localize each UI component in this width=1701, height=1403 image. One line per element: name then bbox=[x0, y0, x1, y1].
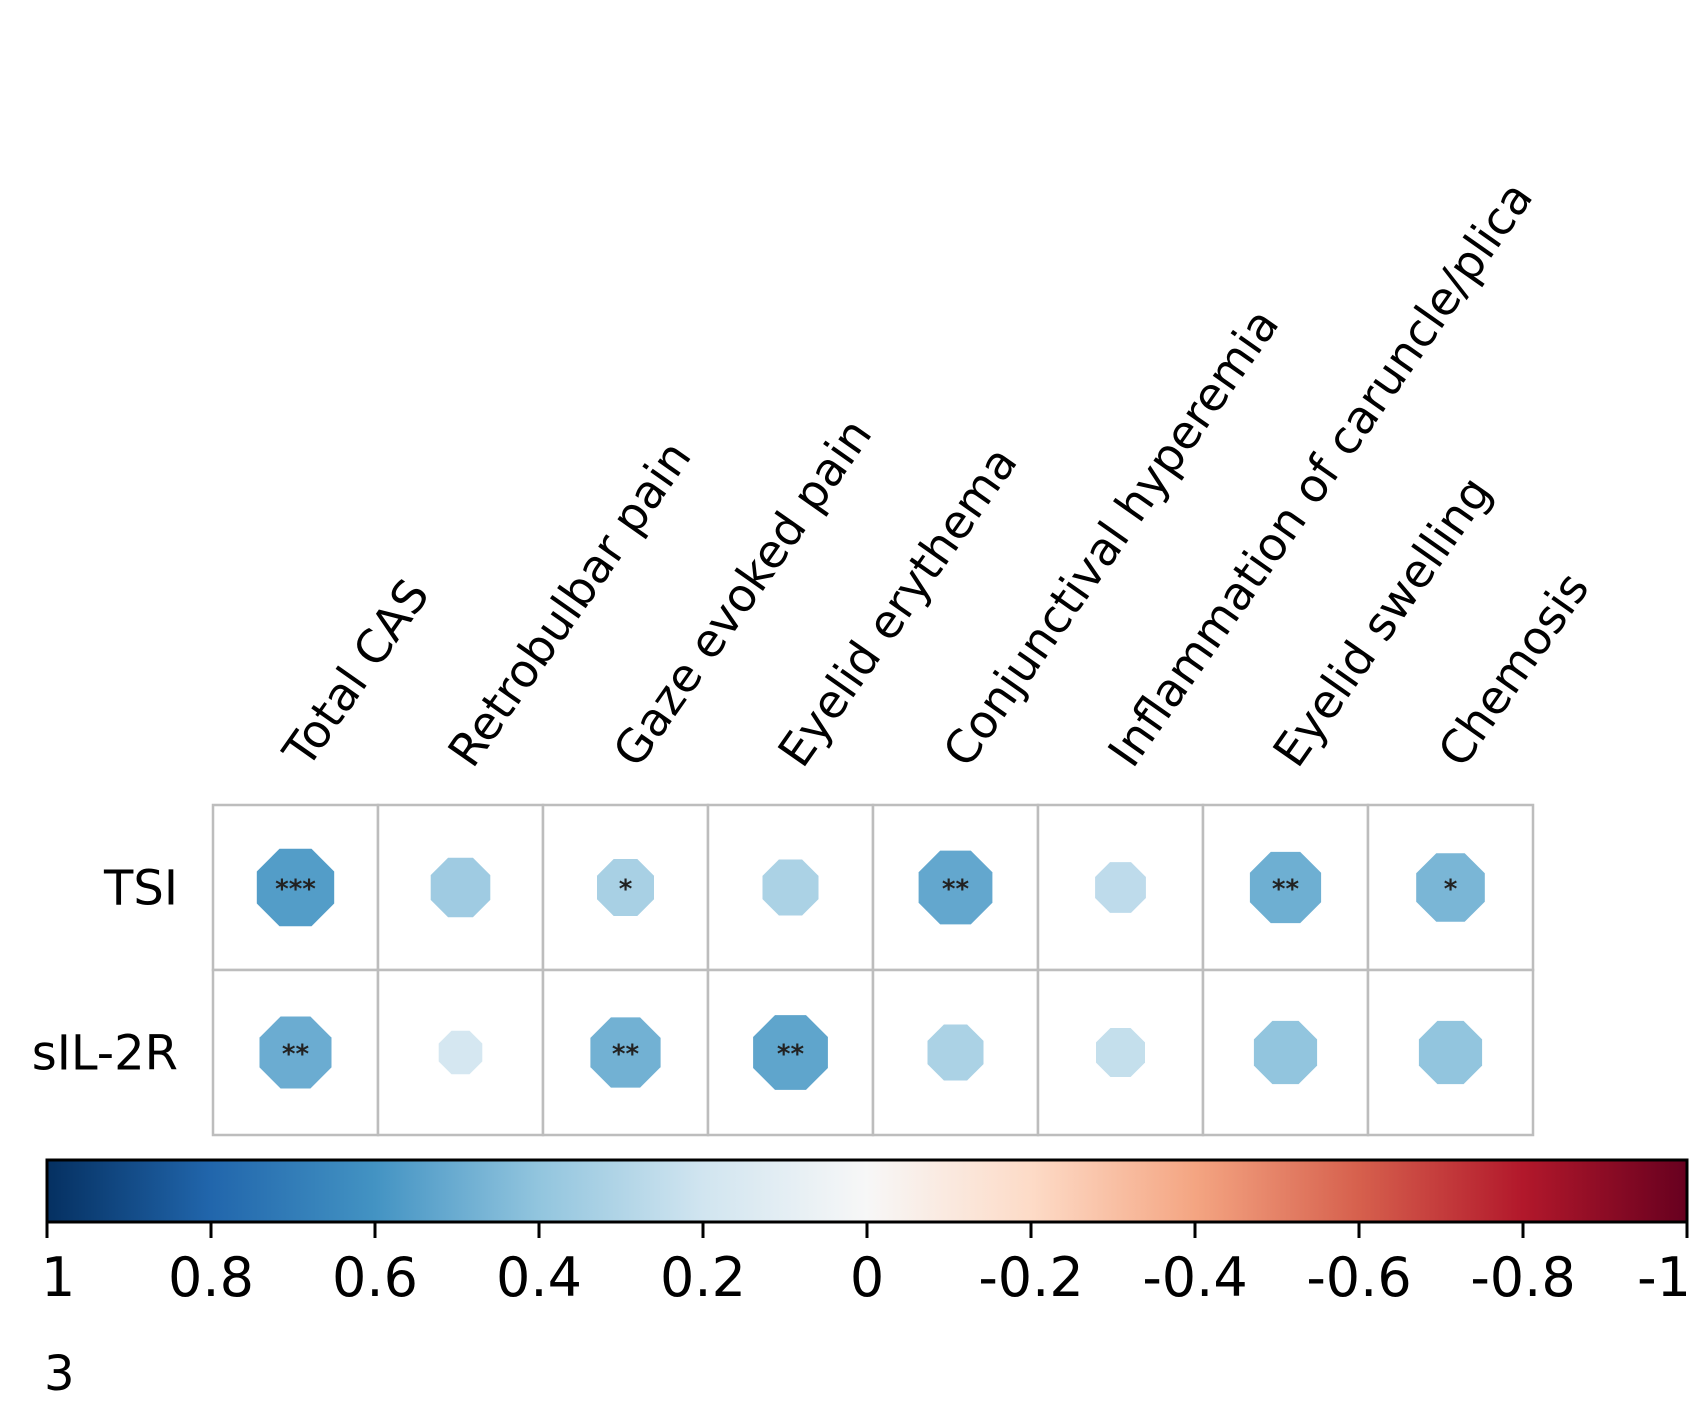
colorbar-tick-label: 0 bbox=[850, 1246, 884, 1309]
correlation-marker bbox=[590, 1017, 661, 1088]
correlation-marker bbox=[259, 1016, 332, 1089]
row-label: sIL-2R bbox=[32, 1026, 178, 1082]
correlation-marker bbox=[1249, 851, 1322, 924]
colorbar-tick-label: 1 bbox=[41, 1246, 75, 1309]
panel-label: 3 bbox=[44, 1346, 75, 1402]
significance-stars: ** bbox=[777, 1040, 805, 1070]
significance-stars: *** bbox=[275, 875, 316, 905]
correlation-marker bbox=[1096, 1028, 1145, 1077]
correlation-marker bbox=[918, 850, 993, 925]
correlation-marker bbox=[597, 859, 654, 916]
colorbar-tick-label: -0.4 bbox=[1142, 1246, 1247, 1309]
row-label: TSI bbox=[103, 861, 178, 917]
colorbar-tick-label: -1 bbox=[1637, 1246, 1691, 1309]
significance-stars: ** bbox=[1272, 875, 1300, 905]
significance-stars: * bbox=[619, 875, 633, 905]
colorbar-tick-label: -0.8 bbox=[1470, 1246, 1575, 1309]
correlation-marker bbox=[753, 1015, 828, 1090]
correlation-marker bbox=[927, 1024, 984, 1081]
colorbar-tick-label: 0.4 bbox=[496, 1246, 582, 1309]
colorbar-gradient bbox=[45, 1158, 1689, 1224]
column-label: Chemosis bbox=[1427, 562, 1599, 776]
significance-stars: ** bbox=[282, 1040, 310, 1070]
colorbar-tick-label: 0.8 bbox=[168, 1246, 254, 1309]
significance-stars: ** bbox=[942, 875, 970, 905]
correlation-marker bbox=[762, 859, 819, 916]
correlation-marker bbox=[438, 1030, 483, 1075]
colorbar-tick-label: -0.6 bbox=[1306, 1246, 1411, 1309]
heatmap-grid: *** * ** ** *** ** ** bbox=[211, 803, 1535, 1137]
correlation-marker bbox=[256, 848, 335, 927]
colorbar-tick-label: -0.2 bbox=[978, 1246, 1083, 1309]
correlation-marker bbox=[1253, 1020, 1318, 1085]
significance-stars: ** bbox=[612, 1040, 640, 1070]
significance-stars: * bbox=[1444, 875, 1458, 905]
colorbar: 1 0.8 0.6 0.4 0.2 0 -0.2 -0.4 -0.6 -0.8 -1 bbox=[41, 1158, 1691, 1309]
correlation-marker bbox=[1095, 862, 1146, 913]
correlation-marker bbox=[1416, 853, 1485, 922]
colorbar-tick-label: 0.6 bbox=[332, 1246, 418, 1309]
row-labels: TSI sIL-2R bbox=[32, 861, 178, 1082]
column-label: Total CAS bbox=[272, 569, 440, 777]
column-label: Conjunctival hyperemia bbox=[932, 299, 1289, 777]
correlation-marker bbox=[1418, 1020, 1483, 1085]
correlation-marker bbox=[430, 857, 491, 918]
colorbar-tick-label: 0.2 bbox=[660, 1246, 746, 1309]
